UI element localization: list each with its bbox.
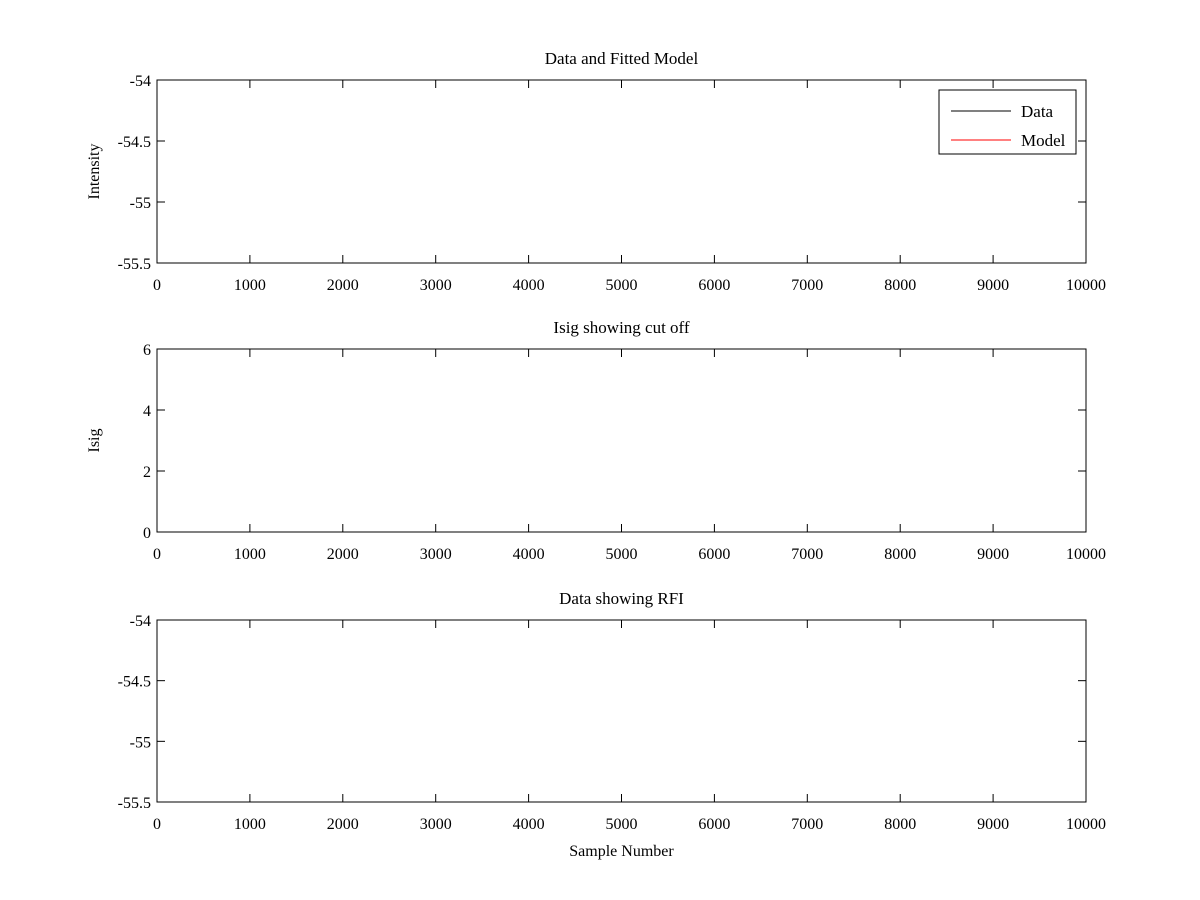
x-tick-label: 7000: [791, 277, 823, 294]
subplot-2: 0 1000 2000 3000 4000 5000 6000 7000 8000 9000 100…: [86, 318, 1106, 563]
x-tick-label: 4000: [513, 277, 545, 294]
x-tick-label: 9000: [977, 816, 1009, 833]
y-tick-label: -55.5: [118, 256, 151, 273]
y-tick-label: -54: [130, 73, 151, 90]
y-tick-label: -54.5: [118, 674, 151, 691]
legend-entry: Model: [1021, 131, 1066, 150]
x-tick-label: 1000: [234, 277, 266, 294]
axes-frame: [156, 619, 1087, 803]
x-tick-label: 8000: [884, 816, 916, 833]
x-tick-label: 6000: [698, 546, 730, 563]
subplot-title: Data showing RFI: [559, 589, 684, 608]
legend-entry: Data: [1021, 102, 1054, 121]
x-tick-label: 3000: [420, 277, 452, 294]
x-tick-label: 9000: [977, 546, 1009, 563]
y-tick-label: -55: [130, 734, 151, 751]
x-tick-label: 4000: [513, 546, 545, 563]
x-tick-label: 10000: [1066, 546, 1106, 563]
legend: Data Model: [938, 89, 1077, 155]
x-tick-label: 9000: [977, 277, 1009, 294]
y-axis-label: Intensity: [86, 144, 103, 200]
x-axis-label: Sample Number: [569, 843, 674, 860]
x-tick-label: 5000: [606, 277, 638, 294]
y-axis-label: Isig: [86, 429, 103, 453]
x-tick-label: 8000: [884, 546, 916, 563]
y-tick-label: -55: [130, 195, 151, 212]
y-tick-label: 4: [143, 403, 151, 420]
x-tick-label: 1000: [234, 546, 266, 563]
y-tick-label: 0: [143, 525, 151, 542]
y-tick-label: -55.5: [118, 795, 151, 812]
x-tick-label: 5000: [606, 816, 638, 833]
x-tick-label: 0: [153, 816, 161, 833]
x-tick-label: 1000: [234, 816, 266, 833]
x-tick-label: 7000: [791, 816, 823, 833]
y-tick-label: -54: [130, 613, 151, 630]
subplot-3: 0 1000 2000 3000 4000 5000 6000 7000 8000 9000 100…: [118, 589, 1106, 860]
subplot-title: Isig showing cut off: [553, 318, 689, 337]
y-tick-label: 2: [143, 464, 151, 481]
x-tick-label: 2000: [327, 277, 359, 294]
x-tick-label: 6000: [698, 277, 730, 294]
x-tick-label: 4000: [513, 816, 545, 833]
x-tick-label: 3000: [420, 816, 452, 833]
x-tick-label: 2000: [327, 546, 359, 563]
x-tick-label: 7000: [791, 546, 823, 563]
x-tick-label: 6000: [698, 816, 730, 833]
x-tick-label: 10000: [1066, 277, 1106, 294]
x-tick-label: 10000: [1066, 816, 1106, 833]
x-tick-label: 2000: [327, 816, 359, 833]
x-tick-label: 0: [153, 546, 161, 563]
subplot-1: 0 1000 2000 3000 4000 5000 6000 7000 8000 9000 100…: [86, 49, 1106, 294]
x-tick-label: 0: [153, 277, 161, 294]
x-tick-label: 5000: [606, 546, 638, 563]
x-tick-label: 8000: [884, 277, 916, 294]
axes-frame: [156, 79, 1087, 264]
y-tick-label: 6: [143, 342, 151, 359]
x-tick-label: 3000: [420, 546, 452, 563]
legend-box: [938, 89, 1077, 155]
axes-frame: [156, 348, 1087, 533]
subplot-title: Data and Fitted Model: [545, 49, 699, 68]
y-tick-label: -54.5: [118, 134, 151, 151]
